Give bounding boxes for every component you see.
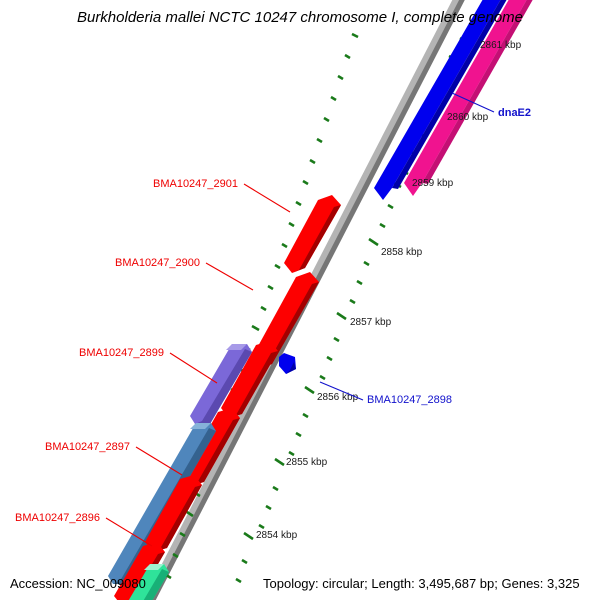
tick-label: 2854 kbp: [256, 530, 298, 541]
tick-label: 2858 kbp: [381, 247, 423, 258]
gene-dnaE2[interactable]: [374, 0, 518, 200]
leader-line-dnaE2: [451, 92, 495, 113]
gene-label-BMA10247_2900[interactable]: BMA10247_2900: [115, 257, 200, 269]
gene-label-BMA10247_2899[interactable]: BMA10247_2899: [79, 347, 164, 359]
leader-line-2896: [105, 517, 153, 547]
gene-BMA10247_2897-red[interactable]: [182, 408, 240, 486]
accession-label: Accession: NC_009080: [10, 576, 146, 591]
gene-BMA10247_2899[interactable]: [190, 344, 252, 424]
gene-BMA10247_2898[interactable]: [279, 353, 296, 374]
tick-label: 2859 kbp: [412, 178, 454, 189]
leader-line-2899: [169, 352, 218, 384]
scale-tick-labels: 2861 kbp 2860 kbp 2859 kbp 2858 kbp 2857…: [256, 40, 522, 541]
gene-magenta-feature[interactable]: [404, 0, 544, 196]
gene-label-dnaE2[interactable]: dnaE2: [498, 107, 531, 119]
gene-label-BMA10247_2896[interactable]: BMA10247_2896: [15, 512, 100, 524]
tick-label: 2857 kbp: [350, 317, 392, 328]
leader-line-2900: [205, 262, 254, 291]
page-title: Burkholderia mallei NCTC 10247 chromosom…: [77, 9, 523, 26]
gene-label-group[interactable]: BMA10247_2901 BMA10247_2900 BMA10247_289…: [15, 107, 531, 524]
gene-BMA10247_2899-red[interactable]: [221, 341, 278, 418]
tick-label: 2856 kbp: [317, 392, 359, 403]
leader-line-2897: [135, 446, 183, 476]
gene-spring-feature[interactable]: [123, 564, 169, 600]
genome-summary-label: Topology: circular; Length: 3,495,687 bp…: [263, 576, 580, 591]
tick-label: 2860 kbp: [447, 112, 489, 123]
leader-line-2898: [319, 381, 364, 401]
gene-BMA10247_2896[interactable]: [145, 475, 202, 552]
gene-label-BMA10247_2898[interactable]: BMA10247_2898: [367, 394, 452, 406]
gene-label-BMA10247_2901[interactable]: BMA10247_2901: [153, 178, 238, 190]
gene-BMA10247_2897[interactable]: [108, 423, 216, 584]
leader-line-2901: [243, 183, 291, 213]
gene-label-BMA10247_2897[interactable]: BMA10247_2897: [45, 441, 130, 453]
gene-BMA10247_2901[interactable]: [284, 195, 341, 273]
tick-label: 2855 kbp: [286, 457, 328, 468]
tick-label: 2861 kbp: [480, 40, 522, 51]
gene-label-leaders: [105, 92, 495, 547]
